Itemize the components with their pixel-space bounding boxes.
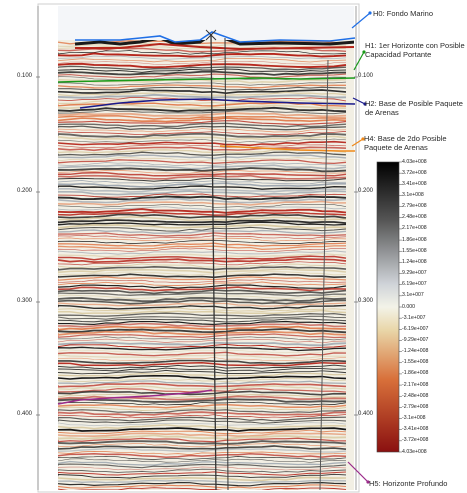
colorbar-tick-label: -1.86e+008 xyxy=(402,370,429,377)
colorbar-tick-label: 3.72e+008 xyxy=(402,169,427,176)
horizon-label-h2: H2: Base de Posible Paquete de Arenas xyxy=(365,99,463,117)
right-axis-ticks xyxy=(354,76,358,416)
colorbar-ticklines xyxy=(399,161,402,453)
horizon-line-h5 xyxy=(57,389,213,405)
colorbar-tick-label: 2.17e+008 xyxy=(402,225,427,232)
colorbar-tick-label: 0.000 xyxy=(402,303,415,310)
colorbar-tick-label: 2.48e+008 xyxy=(402,214,427,221)
colorbar-tick-label: -3.72e+008 xyxy=(402,437,429,444)
left-axis-label: 0.100 xyxy=(17,73,33,79)
left-axis-label: 0.200 xyxy=(17,188,33,194)
horizon-line-h1 xyxy=(57,77,356,83)
horizon-line-h2 xyxy=(79,98,356,109)
horizon-line-h0 xyxy=(75,31,356,43)
right-axis-label: 0.100 xyxy=(358,73,374,79)
left-axis-label: 0.400 xyxy=(17,411,33,417)
colorbar xyxy=(376,161,400,453)
colorbar-tick-label: -3.1e+007 xyxy=(402,314,426,321)
colorbar-tick-label: -1.55e+008 xyxy=(402,359,429,366)
colorbar-tick-label: -9.29e+007 xyxy=(402,336,429,343)
right-axis-label: 0.300 xyxy=(358,298,374,304)
colorbar-tick-label: 3.1e+008 xyxy=(402,191,424,198)
horizon-line-h4 xyxy=(219,145,355,152)
colorbar-tick-label: 1.86e+008 xyxy=(402,236,427,243)
horizon-label-h5: H5: Horizonte Profundo xyxy=(369,479,448,488)
colorbar-tick-label: -2.79e+008 xyxy=(402,403,429,410)
colorbar-tick-label: 3.1e+007 xyxy=(402,292,424,299)
colorbar-tick-label: 9.29e+007 xyxy=(402,270,427,277)
colorbar-tick-label: -3.1e+008 xyxy=(402,415,426,422)
horizon-lines xyxy=(57,31,356,405)
left-axis-ticks xyxy=(36,76,40,416)
left-axis-label: 0.300 xyxy=(17,298,33,304)
label-arrows xyxy=(347,11,372,484)
colorbar-tick-label: 1.24e+008 xyxy=(402,258,427,265)
colorbar-tick-label: -3.41e+008 xyxy=(402,426,429,433)
right-axis-label: 0.400 xyxy=(358,411,374,417)
colorbar-tick-label: -6.19e+007 xyxy=(402,325,429,332)
colorbar-tick-label: -1.24e+008 xyxy=(402,348,429,355)
horizon-label-h1: H1: 1er Horizonte con Posible Capacidad … xyxy=(365,41,465,59)
colorbar-tick-label: -2.48e+008 xyxy=(402,392,429,399)
right-axis-label: 0.200 xyxy=(358,188,374,194)
colorbar-tick-label: -2.17e+008 xyxy=(402,381,429,388)
colorbar-tick-label: 3.41e+008 xyxy=(402,180,427,187)
colorbar-tick-label: 4.03e+008 xyxy=(402,158,427,165)
colorbar-tick-label: 4.03e+008 xyxy=(402,448,427,455)
horizon-label-h4: H4: Base de 2do Posible Paquete de Arena… xyxy=(364,134,447,152)
horizon-label-h0: H0: Fondo Marino xyxy=(373,9,434,18)
well-traces xyxy=(205,29,329,491)
colorbar-tick-label: 6.19e+007 xyxy=(402,281,427,288)
colorbar-tick-label: 2.79e+008 xyxy=(402,203,427,210)
colorbar-tick-label: 1.55e+008 xyxy=(402,247,427,254)
